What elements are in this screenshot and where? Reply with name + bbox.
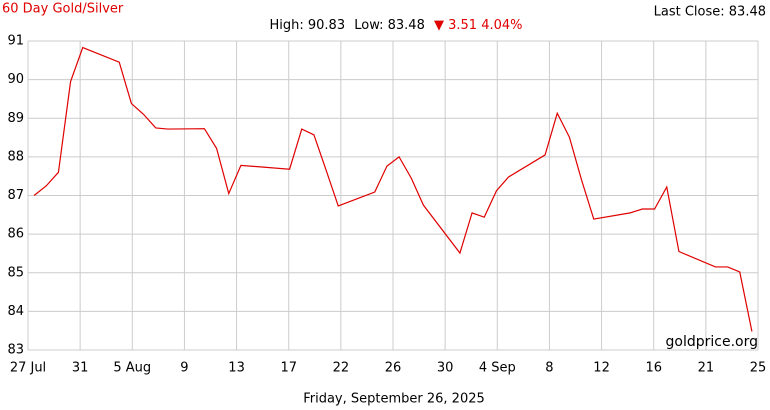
y-tick-label: 91 [7, 34, 24, 49]
x-tick-label: 25 [750, 361, 767, 376]
stats: High: 90.83 Low: 83.48 ▼ 3.51 4.04% [269, 18, 522, 33]
x-tick-label: 22 [333, 361, 350, 376]
x-tick-label: 31 [72, 361, 89, 376]
x-axis-label: Friday, September 26, 2025 [303, 392, 485, 407]
x-tick-label: 12 [593, 361, 610, 376]
x-tick-label: 30 [437, 361, 454, 376]
last-close: Last Close: 83.48 [654, 5, 766, 20]
y-tick-label: 89 [7, 111, 24, 126]
high: High: 90.83 [269, 18, 345, 33]
x-tick-label: 8 [545, 361, 553, 376]
y-tick-label: 90 [7, 72, 24, 87]
y-tick-label: 83 [7, 343, 24, 358]
y-tick-label: 87 [7, 188, 24, 203]
x-tick-label: 16 [645, 361, 662, 376]
y-tick-label: 85 [7, 265, 24, 280]
low: Low: 83.48 [354, 18, 425, 33]
x-tick-label: 4 Sep [479, 361, 516, 376]
y-tick-label: 84 [7, 304, 24, 319]
y-tick-label: 86 [7, 227, 24, 242]
change: ▼ 3.51 4.04% [434, 18, 523, 33]
x-tick-label: 13 [228, 361, 245, 376]
data-line [33, 46, 753, 332]
x-tick-label: 5 Aug [113, 361, 151, 376]
x-tick-label: 26 [385, 361, 402, 376]
y-tick-label: 88 [7, 149, 24, 164]
x-tick-label: 17 [280, 361, 297, 376]
x-tick-label: 9 [180, 361, 188, 376]
watermark: goldprice.org [666, 334, 758, 350]
x-tick-label: 21 [698, 361, 715, 376]
chart-title: 60 Day Gold/Silver [2, 2, 124, 17]
x-tick-label: 27 Jul [10, 361, 46, 376]
